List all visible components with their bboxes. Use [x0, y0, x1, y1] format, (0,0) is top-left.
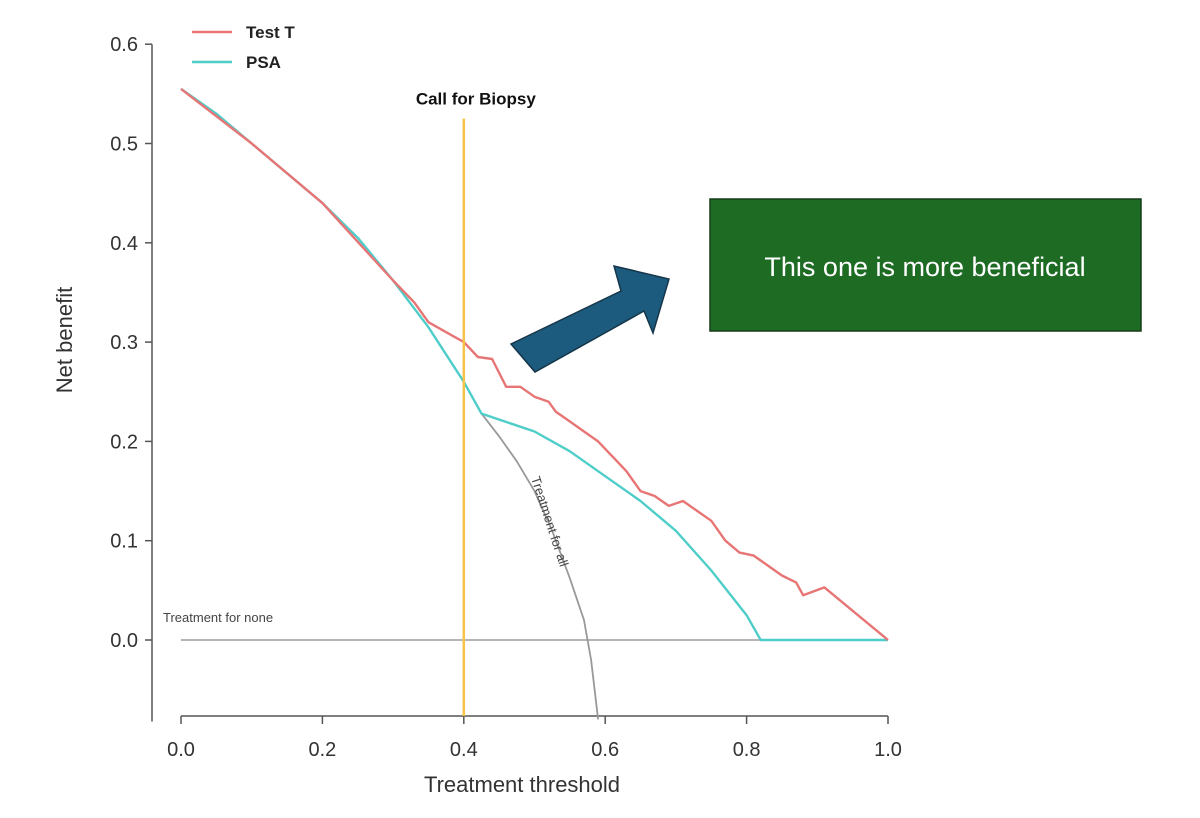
x-tick-label: 0.2: [308, 739, 336, 761]
x-tick-label: 1.0: [874, 739, 902, 761]
series-lines: [180, 87, 889, 720]
x-ticks: 0.0 0.2 0.4 0.6 0.8 1.0: [167, 716, 902, 761]
y-ticks: 0.0 0.1 0.2 0.3 0.4 0.5 0.6: [110, 34, 152, 652]
series-line-test-t: [180, 87, 889, 641]
y-tick-label: 0.6: [110, 34, 138, 56]
x-tick-label: 0.4: [450, 739, 478, 761]
y-axis-title: Net benefit: [52, 287, 77, 393]
call-for-biopsy-label: Call for Biopsy: [416, 90, 537, 109]
x-axis-title: Treatment threshold: [424, 772, 620, 797]
callout-arrow: [509, 264, 670, 373]
y-tick-label: 0.4: [110, 233, 138, 255]
y-tick-label: 0.0: [110, 630, 138, 652]
legend-label-psa: PSA: [246, 53, 281, 72]
y-tick-label: 0.1: [110, 531, 138, 553]
treatment-for-none-label: Treatment for none: [163, 610, 273, 625]
x-tick-label: 0.6: [591, 739, 619, 761]
treatment-for-all-label: Treatment for all: [528, 474, 571, 568]
legend: Test T PSA: [192, 23, 295, 72]
x-tick-label: 0.0: [167, 739, 195, 761]
y-tick-label: 0.5: [110, 134, 138, 156]
y-tick-label: 0.3: [110, 332, 138, 354]
axes: 0.0 0.1 0.2 0.3 0.4 0.5 0.6 0.0 0.2 0.4 0.6 0.8 1.0: [110, 34, 902, 761]
series-line-treatment-for-all: [480, 413, 599, 720]
x-tick-label: 0.8: [733, 739, 761, 761]
y-tick-label: 0.2: [110, 431, 138, 453]
legend-label-test-t: Test T: [246, 23, 295, 42]
callout-text: This one is more beneficial: [764, 252, 1085, 282]
callout-box: [709, 198, 1142, 332]
